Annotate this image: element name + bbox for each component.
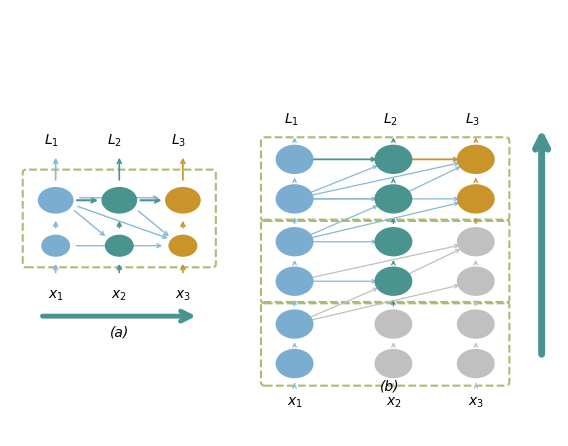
Ellipse shape xyxy=(375,350,411,377)
Text: $x_1$: $x_1$ xyxy=(48,289,64,303)
Ellipse shape xyxy=(169,235,197,256)
Text: $L_3$: $L_3$ xyxy=(465,112,480,128)
Ellipse shape xyxy=(277,228,312,256)
Text: $L_2$: $L_2$ xyxy=(383,112,398,128)
Text: $x_1$: $x_1$ xyxy=(287,396,303,410)
Ellipse shape xyxy=(375,268,411,295)
Ellipse shape xyxy=(458,228,494,256)
Ellipse shape xyxy=(42,235,69,256)
Ellipse shape xyxy=(277,310,312,338)
Text: $x_2$: $x_2$ xyxy=(111,289,127,303)
Ellipse shape xyxy=(458,350,494,377)
Ellipse shape xyxy=(277,145,312,173)
Text: $x_2$: $x_2$ xyxy=(386,396,401,410)
Ellipse shape xyxy=(375,145,411,173)
Ellipse shape xyxy=(458,185,494,213)
Ellipse shape xyxy=(458,310,494,338)
Ellipse shape xyxy=(166,188,200,213)
Ellipse shape xyxy=(106,235,133,256)
Text: $L_3$: $L_3$ xyxy=(171,133,186,149)
Ellipse shape xyxy=(375,185,411,213)
Ellipse shape xyxy=(375,310,411,338)
Text: $L_1$: $L_1$ xyxy=(284,112,299,128)
Text: $L_1$: $L_1$ xyxy=(44,133,59,149)
Text: (a): (a) xyxy=(110,325,129,339)
Text: (b): (b) xyxy=(381,380,400,394)
Text: $x_3$: $x_3$ xyxy=(175,289,191,303)
Ellipse shape xyxy=(102,188,136,213)
Ellipse shape xyxy=(277,268,312,295)
Ellipse shape xyxy=(277,350,312,377)
Ellipse shape xyxy=(458,145,494,173)
Ellipse shape xyxy=(277,185,312,213)
Ellipse shape xyxy=(458,268,494,295)
Ellipse shape xyxy=(375,228,411,256)
Text: $x_3$: $x_3$ xyxy=(468,396,484,410)
Ellipse shape xyxy=(39,188,73,213)
Text: $L_2$: $L_2$ xyxy=(107,133,122,149)
